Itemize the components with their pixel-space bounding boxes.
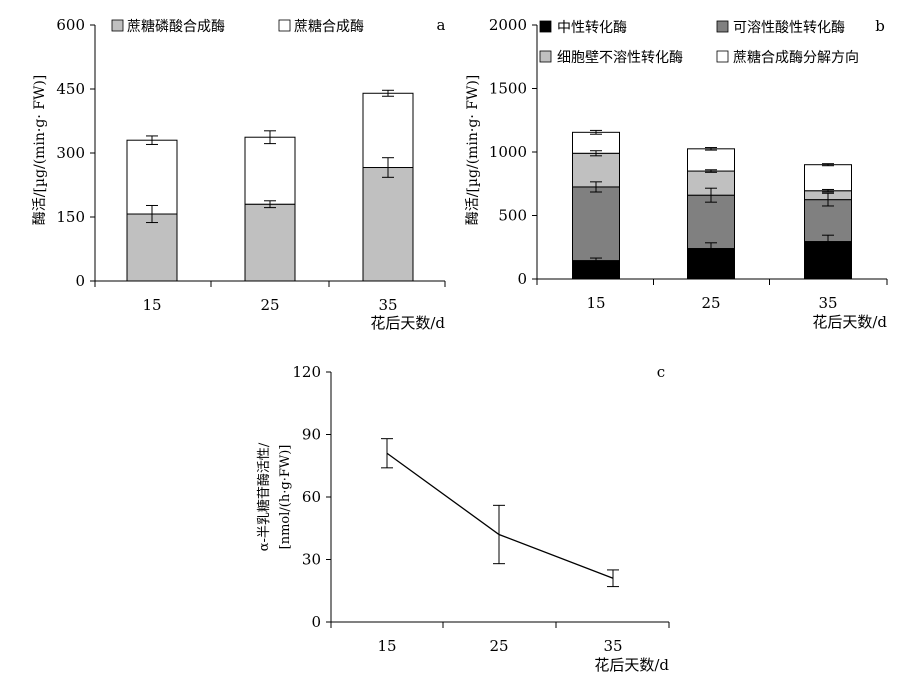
panel-a-bar-segment [362,167,414,282]
panel-c-y-label-line2: [nmol/(h·g·FW)] [278,445,293,550]
panel-b-y-tick-label: 2000 [489,16,527,34]
panel-a-x-tick-label: 15 [142,296,161,314]
panel-a-bar-segment [362,92,414,169]
panel-a-bars [126,92,414,282]
panel-c-y-label: α-半乳糖苷酶活性/ [nmol/(h·g·FW)] [256,442,293,551]
panel-a-y-ticks: 0 150 300 450 600 [56,16,95,290]
panel-b-y-tick-label: 1500 [489,80,527,98]
panel-a-y-tick-label: 300 [56,144,85,162]
panel-c-x-tick-label: 35 [603,637,622,655]
panel-b-bar-segment [804,199,852,243]
panel-c-y-tick-label: 120 [292,363,321,381]
panel-a-legend-swatch-1 [111,19,124,32]
panel-c-y-ticks: 0 30 60 90 120 [292,363,331,631]
panel-b-error-bars [590,129,834,264]
panel-b-bars [572,131,852,280]
panel-b-y-tick-label: 1000 [489,143,527,161]
panel-a-legend-label-1: 蔗糖磷酸合成酶 [127,19,225,35]
chart-panel-c: 0 30 60 90 120 15 25 35 α-半乳糖苷酶活性/ [nmol/(h·g·… [256,363,670,674]
panel-a-y-tick-label: 600 [56,16,85,34]
panel-a-x-ticks: 15 25 35 [94,281,446,314]
panel-b-bar-segment [804,164,852,192]
panel-c-x-tick-label: 25 [489,637,508,655]
panel-a-legend-label-2: 蔗糖合成酶 [294,19,364,35]
panel-b-bar-segment [572,152,620,188]
panel-b-x-tick-label: 25 [701,294,720,312]
panel-a-y-tick-label: 450 [56,80,85,98]
panel-a-x-label: 花后天数/d [370,314,445,332]
panel-b-legend-label-2: 可溶性酸性转化酶 [733,20,845,36]
chart-panel-a: 0 150 300 450 600 15 25 35 酶活/[µg/(min·g· FW)]… [32,16,446,332]
panel-b-y-tick-label: 500 [498,207,527,225]
panel-b-legend: 中性转化酶 可溶性酸性转化酶 细胞壁不溶性转化酶 蔗糖合成酶分解方向 [539,20,859,66]
panel-b-x-ticks: 15 25 35 [536,279,888,312]
panel-b-x-label: 花后天数/d [812,313,887,331]
panel-b-bar-segment [572,186,620,262]
panel-b-legend-swatch-1 [539,20,552,33]
panel-b-bar-segment [687,148,735,172]
panel-c-x-label: 花后天数/d [594,656,669,674]
panel-b-legend-swatch-4 [716,50,729,63]
panel-b-legend-label-3: 细胞壁不溶性转化酶 [557,50,683,66]
panel-b-letter: b [875,17,885,35]
panel-b-bar-segment [687,194,735,250]
panel-b-x-tick-label: 15 [586,294,605,312]
panel-c-y-tick-label: 0 [311,613,321,631]
panel-c-y-tick-label: 90 [302,426,321,444]
panel-c-error-bars [381,438,619,588]
panel-b-legend-label-4: 蔗糖合成酶分解方向 [733,50,859,66]
panel-a-y-label: 酶活/[µg/(min·g· FW)] [32,75,48,226]
panel-a-bar-segment [244,203,296,282]
panel-a-bar-segment [244,136,296,205]
panel-c-y-label-line1: α-半乳糖苷酶活性/ [256,442,272,551]
panel-b-y-ticks: 0 500 1000 1500 2000 [489,16,537,288]
panel-b-legend-label-1: 中性转化酶 [557,20,627,36]
panel-c-y-tick-label: 30 [302,551,321,569]
panel-c-x-ticks: 15 25 35 [330,622,670,655]
panel-b-y-tick-label: 0 [517,270,527,288]
panel-b-legend-swatch-2 [716,20,729,33]
panel-b-x-tick-label: 35 [818,294,837,312]
panel-a-error-bars [146,89,394,224]
panel-a-y-tick-label: 150 [56,208,85,226]
panel-a-y-tick-label: 0 [75,272,85,290]
panel-c-y-tick-label: 60 [302,488,321,506]
panel-b-y-label: 酶活/[µg/(min·g· FW)] [465,75,481,226]
panel-b-legend-swatch-3 [539,50,552,63]
panel-a-legend: 蔗糖磷酸合成酶 蔗糖合成酶 [111,19,364,35]
panel-a-bar-segment [126,139,178,215]
panel-b-bar-segment [572,131,620,154]
chart-panel-b: 0 500 1000 1500 2000 15 25 35 酶活/[µg/(min·g· F… [465,16,888,331]
panel-c-x-tick-label: 15 [377,637,396,655]
panel-a-legend-swatch-2 [278,19,291,32]
panel-c-letter: c [657,363,665,381]
panel-a-x-tick-label: 25 [260,296,279,314]
panel-a-x-tick-label: 35 [378,296,397,314]
panel-a-letter: a [437,16,446,34]
panel-a-bar-segment [126,213,178,282]
panel-c-series-line [386,452,614,579]
